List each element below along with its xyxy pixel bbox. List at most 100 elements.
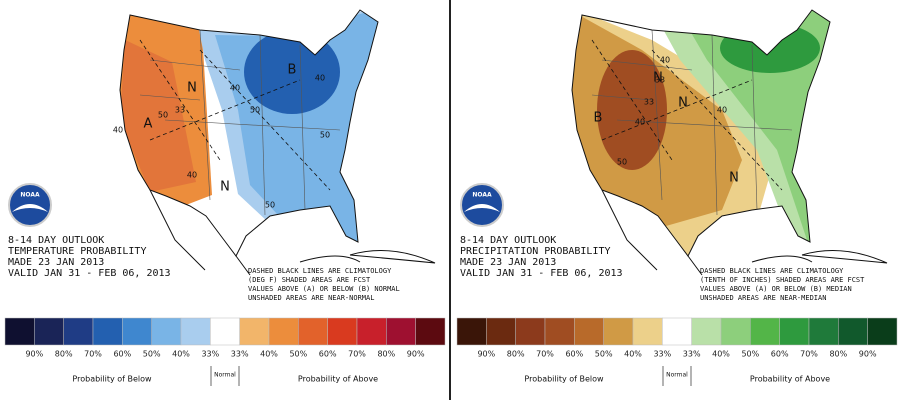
map-label: 40	[717, 106, 727, 115]
map-label: 33	[655, 76, 665, 85]
legend-label: 80%	[829, 350, 847, 359]
outlook-note: UNSHADED AREAS ARE NEAR-NORMAL	[248, 294, 374, 302]
outlook-title: 8-14 DAY OUTLOOK	[460, 235, 556, 246]
outlook-title: 8-14 DAY OUTLOOK	[8, 235, 104, 246]
legend-swatch	[34, 317, 64, 346]
legend-swatch	[632, 317, 663, 346]
map-label: 33	[175, 106, 185, 115]
us-outline	[571, 9, 831, 257]
legend-label: 80%	[55, 350, 73, 359]
map-label: 50	[265, 201, 275, 210]
map-label: 33	[644, 98, 654, 107]
legend-label: 50%	[595, 350, 613, 359]
legend-label: 90%	[407, 350, 425, 359]
legend-label: 60%	[565, 350, 583, 359]
legend-swatch	[298, 317, 328, 346]
legend-label: 70%	[800, 350, 818, 359]
state-line	[616, 119, 793, 131]
legend-label: 50%	[143, 350, 161, 359]
legend-label: 50%	[289, 350, 307, 359]
cuba	[801, 250, 888, 264]
logo-text: NOAA	[472, 192, 492, 199]
state-line	[259, 34, 266, 216]
outlook-title: PRECIPITATION PROBABILITY	[460, 246, 611, 257]
climatology-line	[651, 49, 783, 191]
legend-swatch	[662, 317, 692, 346]
map-label: N	[678, 96, 688, 111]
logo-bird	[12, 204, 48, 212]
map-label: B	[594, 111, 603, 126]
logo-text: NOAA	[20, 192, 40, 199]
legend-label: 40%	[260, 350, 278, 359]
legend-swatch	[327, 317, 358, 346]
legend-label: 90%	[859, 350, 877, 359]
coast	[149, 189, 361, 276]
legend-swatch	[750, 317, 780, 346]
outlook-title: TEMPERATURE PROBABILITY	[8, 246, 146, 257]
map-label: 40	[315, 74, 325, 83]
climatology-line	[591, 39, 673, 161]
state-line	[711, 34, 718, 216]
climatology-line	[199, 49, 331, 191]
state-line	[299, 44, 306, 211]
climatology-line	[149, 79, 301, 141]
legend-label: 70%	[84, 350, 102, 359]
climatology-line	[139, 39, 221, 161]
legend-swatch	[603, 317, 634, 346]
us-outline	[119, 9, 379, 257]
outlook-note: UNSHADED AREAS ARE NEAR-MEDIAN	[700, 294, 826, 302]
legend-label: 60%	[771, 350, 789, 359]
state-line	[591, 94, 653, 101]
legend-label: 60%	[319, 350, 337, 359]
map-label: B	[288, 63, 297, 78]
legend-label: 80%	[377, 350, 395, 359]
map-label: 50	[320, 131, 330, 140]
legend-swatch	[239, 317, 270, 346]
map-label: N	[187, 81, 197, 96]
legend-label: 60%	[113, 350, 131, 359]
state-line	[601, 59, 693, 71]
legend-normal: Normal	[666, 372, 688, 379]
map-label: 40	[660, 56, 670, 65]
legend-swatch	[151, 317, 182, 346]
legend-swatch	[838, 317, 868, 346]
legend-below: Probability of Below	[72, 375, 152, 384]
outlook-note: (DEG F) SHADED AREAS ARE FCST	[248, 276, 371, 284]
outlook-note: VALUES ABOVE (A) OR BELOW (B) MEDIAN	[700, 285, 852, 293]
map-label: 40	[635, 118, 645, 127]
cuba	[349, 250, 436, 264]
legend-label: 90%	[477, 350, 495, 359]
logo-bird	[464, 204, 500, 212]
legend-swatch	[415, 317, 446, 346]
map-label: N	[220, 180, 230, 195]
legend-above: Probability of Above	[750, 375, 830, 384]
legend-label: 80%	[507, 350, 525, 359]
legend-swatch	[180, 317, 211, 346]
legend-label: 33%	[201, 350, 219, 359]
legend-swatch	[574, 317, 604, 346]
outlook-note: DASHED BLACK LINES ARE CLIMATOLOGY	[700, 267, 844, 275]
legend-swatch	[808, 317, 839, 346]
outlook-title: MADE 23 JAN 2013	[8, 257, 104, 268]
outlook-note: (TENTH OF INCHES) SHADED AREAS ARE FCST	[700, 276, 865, 284]
legend-swatch	[779, 317, 810, 346]
legend-label: 70%	[536, 350, 554, 359]
legend-swatch	[4, 317, 35, 346]
legend-label: 33%	[683, 350, 701, 359]
state-line	[751, 44, 758, 211]
legend-swatch	[720, 317, 751, 346]
legend-swatch	[386, 317, 416, 346]
outlook-title: MADE 23 JAN 2013	[460, 257, 556, 268]
outlook-title: VALID JAN 31 - FEB 06, 2013	[460, 268, 623, 279]
map-label: N	[729, 171, 739, 186]
legend-swatch	[210, 317, 240, 346]
map-label: 50	[617, 158, 627, 167]
climatology-line	[601, 79, 753, 141]
state-line	[139, 94, 201, 101]
legend-above: Probability of Above	[298, 375, 378, 384]
state-line	[199, 29, 211, 201]
coast	[601, 189, 813, 276]
legend-normal: Normal	[214, 372, 236, 379]
